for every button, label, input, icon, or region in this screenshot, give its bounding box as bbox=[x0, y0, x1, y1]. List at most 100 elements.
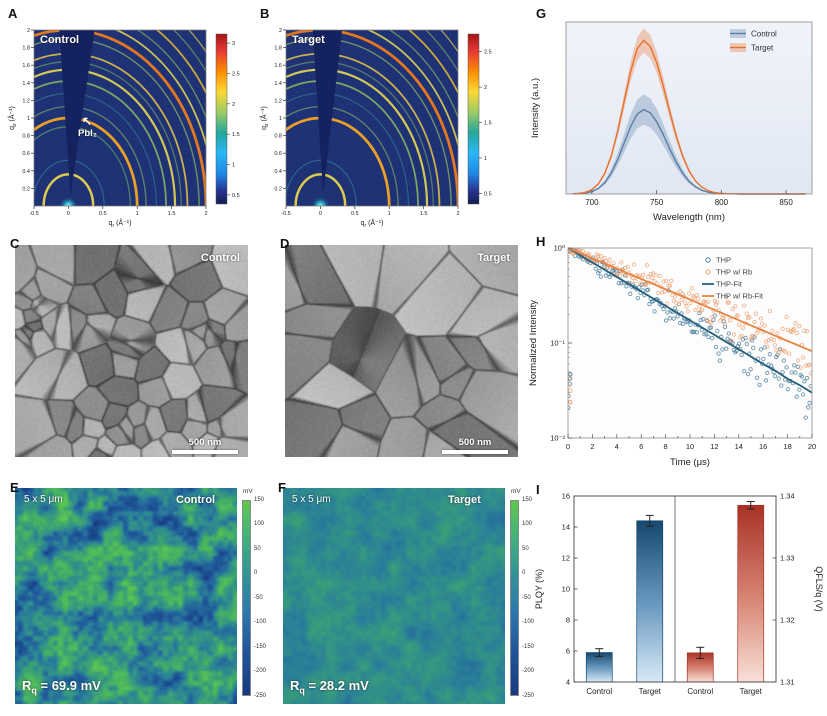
kpfm-colorbar: mV 150 100 50 0 -50 -100 -150 -200 -250 bbox=[242, 488, 272, 706]
svg-text:0.6: 0.6 bbox=[274, 151, 282, 157]
colorbar-tick: 50 bbox=[254, 545, 261, 552]
sem-control-label: Control bbox=[200, 252, 240, 264]
colorbar-tick: -50 bbox=[254, 594, 263, 601]
colorbar-tick: -250 bbox=[522, 692, 535, 699]
svg-text:0.2: 0.2 bbox=[22, 186, 30, 192]
panel-e-letter: E bbox=[10, 480, 19, 495]
colorbar-tick: -150 bbox=[522, 643, 535, 650]
svg-text:Control: Control bbox=[586, 687, 612, 696]
svg-text:0.2: 0.2 bbox=[274, 186, 282, 192]
trpl-series bbox=[568, 248, 812, 420]
panel-g-pl-spectra: G 700 750 800 850 Wavelength (nm) Intensity (… bbox=[524, 4, 824, 234]
svg-text:0: 0 bbox=[67, 211, 70, 217]
svg-text:10: 10 bbox=[686, 442, 694, 451]
svg-text:3: 3 bbox=[232, 41, 235, 47]
colorbar-gradient bbox=[510, 500, 519, 696]
rq-value: Rq = 69.9 mV bbox=[22, 678, 101, 696]
svg-text:16: 16 bbox=[759, 442, 767, 451]
kpfm-target-label: Target bbox=[448, 494, 481, 506]
sem-target-label: Target bbox=[477, 252, 510, 264]
giwaxs-colorbar: 0.5 1 1.5 2 2.5 3 bbox=[215, 33, 240, 205]
trpl-axes: 0 2 4 6 8 10 12 14 16 18 20 10⁻² 10⁻¹ 10⁰ Time (μs) Nor… bbox=[528, 244, 816, 469]
svg-text:qz (Å⁻¹): qz (Å⁻¹) bbox=[259, 106, 270, 130]
svg-text:6: 6 bbox=[566, 647, 570, 656]
svg-text:750: 750 bbox=[650, 198, 664, 207]
svg-text:0.5: 0.5 bbox=[351, 211, 359, 217]
pbi2-arrow-icon: ↖ bbox=[82, 114, 93, 128]
svg-text:0.4: 0.4 bbox=[22, 169, 30, 175]
panel-e-kpfm-control: E 5 x 5 μm Control Rq = 69.9 mV mV 150 10… bbox=[8, 480, 274, 714]
svg-text:6: 6 bbox=[639, 442, 643, 451]
svg-text:1.6: 1.6 bbox=[22, 63, 30, 69]
colorbar-tick: 50 bbox=[522, 545, 529, 552]
panel-f-kpfm-target: F 5 x 5 μm Target Rq = 28.2 mV mV 150 100… bbox=[276, 480, 542, 714]
panel-f-letter: F bbox=[278, 480, 286, 495]
svg-text:Normalized Intensity: Normalized Intensity bbox=[528, 300, 539, 386]
svg-text:1.5: 1.5 bbox=[420, 211, 428, 217]
sem-image-target bbox=[285, 245, 518, 457]
svg-text:16: 16 bbox=[562, 492, 570, 501]
svg-text:10⁻¹: 10⁻¹ bbox=[550, 339, 565, 348]
panel-b-giwaxs-target: B -0.5 0 0.5 1 1.5 2 0.2 0.4 0.6 0.8 1 1.2 1.4 1.6 1.8… bbox=[258, 4, 512, 232]
svg-text:2: 2 bbox=[590, 442, 594, 451]
svg-text:12: 12 bbox=[710, 442, 718, 451]
scan-size-label: 5 x 5 μm bbox=[292, 494, 331, 505]
svg-text:8: 8 bbox=[664, 442, 668, 451]
svg-text:-0.5: -0.5 bbox=[281, 211, 290, 217]
svg-text:4: 4 bbox=[566, 678, 570, 687]
svg-text:1.8: 1.8 bbox=[274, 46, 282, 52]
rq-value: Rq = 28.2 mV bbox=[290, 678, 369, 696]
svg-text:12: 12 bbox=[562, 554, 570, 563]
svg-text:THP w/ Rb-Fit: THP w/ Rb-Fit bbox=[716, 292, 764, 301]
kpfm-control-label: Control bbox=[176, 494, 216, 506]
kpfm-colorbar: mV 150 100 50 0 -50 -100 -150 -200 -250 bbox=[510, 488, 540, 706]
svg-text:1.5: 1.5 bbox=[232, 132, 240, 138]
panel-a-letter: A bbox=[8, 6, 18, 21]
svg-text:Intensity (a.u.): Intensity (a.u.) bbox=[530, 78, 541, 138]
svg-text:4: 4 bbox=[615, 442, 619, 451]
colorbar-tick: 100 bbox=[522, 521, 533, 527]
svg-text:8: 8 bbox=[566, 616, 570, 625]
giwaxs-colorbar: 0.5 1 1.5 2 2.5 bbox=[467, 33, 492, 205]
svg-text:10: 10 bbox=[562, 585, 570, 594]
svg-text:0: 0 bbox=[319, 211, 322, 217]
svg-text:1.4: 1.4 bbox=[274, 81, 282, 87]
svg-text:1: 1 bbox=[136, 211, 139, 217]
giwaxs-image bbox=[286, 30, 458, 206]
svg-text:0.4: 0.4 bbox=[274, 169, 282, 175]
colorbar-tick: 0 bbox=[254, 570, 258, 576]
svg-text:QFLS/q (V): QFLS/q (V) bbox=[814, 566, 824, 612]
svg-text:20: 20 bbox=[808, 442, 816, 451]
svg-text:1: 1 bbox=[279, 116, 282, 122]
panel-b-letter: B bbox=[260, 6, 270, 21]
scalebar-line bbox=[172, 450, 238, 454]
svg-text:1.5: 1.5 bbox=[484, 121, 492, 127]
giwaxs-image bbox=[34, 30, 206, 206]
scalebar: 500 nm bbox=[442, 437, 508, 454]
svg-text:1: 1 bbox=[484, 156, 487, 162]
svg-text:THP-Fit: THP-Fit bbox=[716, 280, 743, 289]
svg-text:2.5: 2.5 bbox=[232, 71, 240, 77]
svg-text:qz (Å⁻¹): qz (Å⁻¹) bbox=[7, 106, 18, 130]
giwaxs-plot-target: -0.5 0 0.5 1 1.5 2 0.2 0.4 0.6 0.8 1 1.2 1.4 1.6 1.8 2 q… bbox=[259, 28, 492, 229]
pl-spectra-chart: 700 750 800 850 Wavelength (nm) Intensity (a.… bbox=[530, 21, 813, 223]
colorbar-gradient bbox=[242, 500, 251, 696]
svg-text:2: 2 bbox=[456, 211, 459, 217]
svg-text:2.5: 2.5 bbox=[484, 50, 492, 56]
pl-legend: Control Target bbox=[730, 29, 777, 53]
svg-text:0.5: 0.5 bbox=[232, 193, 240, 199]
scalebar-line bbox=[442, 450, 508, 454]
panel-i-plqy-qfls: I Control Target Control Target 4 6 8 10 12 14 16 1… bbox=[528, 480, 826, 716]
svg-text:-0.5: -0.5 bbox=[29, 211, 38, 217]
svg-text:1.33: 1.33 bbox=[780, 554, 795, 563]
pl-axes: 700 750 800 850 Wavelength (nm) Intensity (a.… bbox=[530, 78, 793, 223]
svg-text:1.8: 1.8 bbox=[22, 46, 30, 52]
svg-text:2: 2 bbox=[484, 85, 487, 91]
giwaxs-axes: -0.5 0 0.5 1 1.5 2 0.2 0.4 0.6 0.8 1 1.2 1.4 1.6 1.8 2 q… bbox=[259, 28, 460, 229]
svg-text:qr (Å⁻¹): qr (Å⁻¹) bbox=[361, 218, 384, 229]
panel-d-sem-target: D Target 500 nm bbox=[278, 236, 526, 468]
bar-axes: 4 6 8 10 12 14 16 1.31 1.32 1.33 1.34 PLQY (%) QFLS/… bbox=[534, 492, 824, 687]
svg-text:0.6: 0.6 bbox=[22, 151, 30, 157]
svg-text:Time (μs): Time (μs) bbox=[670, 457, 710, 468]
svg-text:0.5: 0.5 bbox=[99, 211, 107, 217]
